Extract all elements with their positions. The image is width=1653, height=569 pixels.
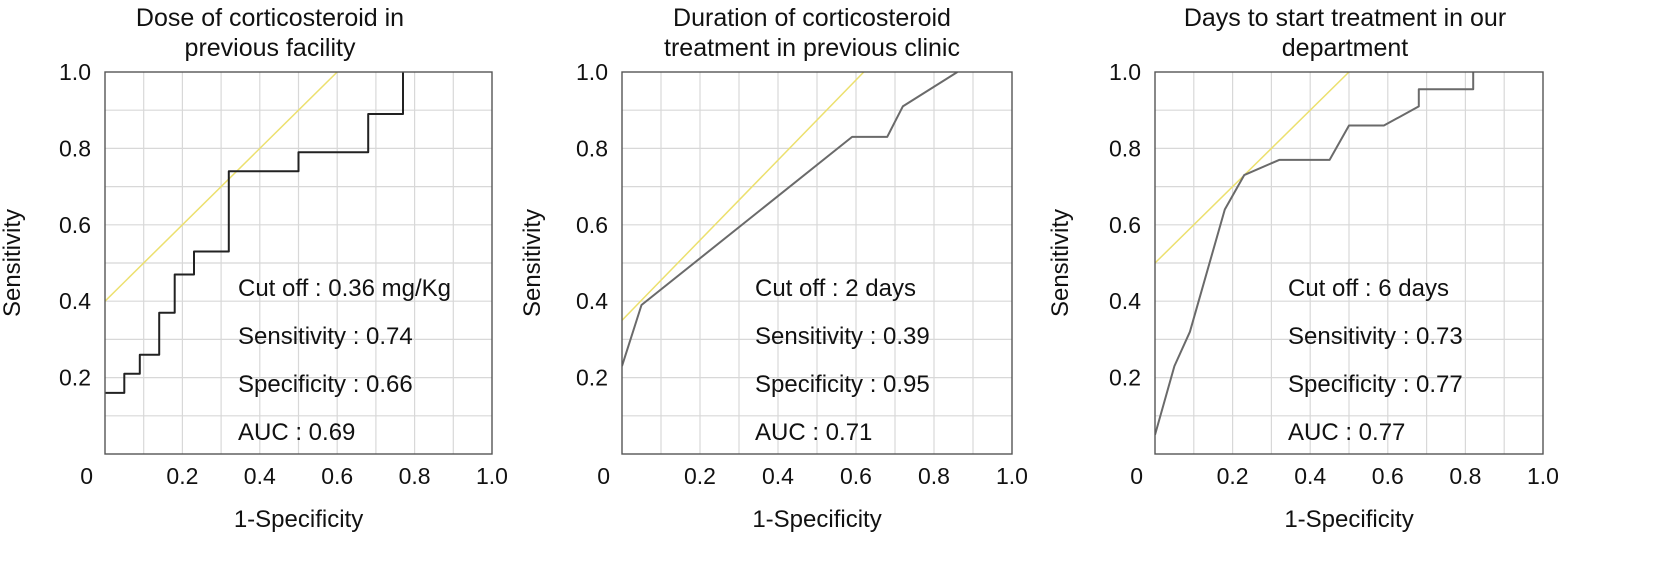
roc-curve (1155, 72, 1475, 436)
annotation-text: Specificity : 0.66 (238, 371, 413, 398)
roc-curve (105, 72, 404, 394)
reference-line (1155, 72, 1350, 264)
annotation-text: Cut off : 2 days (755, 275, 916, 302)
x-tick-label: 0 (1130, 463, 1143, 489)
chart-title-line: treatment in previous clinic (664, 34, 960, 62)
reference-line (105, 72, 338, 302)
x-tick-label: 0.6 (321, 463, 353, 489)
y-tick-label: 0.4 (576, 288, 608, 314)
x-tick-label: 0.8 (918, 463, 950, 489)
x-tick-label: 0.2 (166, 463, 198, 489)
annotation-text: Sensitivity : 0.39 (755, 323, 930, 350)
roc-chart-2: 0.2 0.4 0.6 0.8 1.0 0 0.2 0.4 0.6 0.8 1.0 Duration … (519, 4, 1028, 533)
x-axis-label: 1-Specificity (234, 506, 363, 533)
chart-title-line: department (1282, 34, 1409, 62)
x-tick-label: 0 (597, 463, 610, 489)
y-axis-label: Sensitivity (519, 209, 546, 317)
y-tick-label: 0.2 (576, 365, 608, 391)
x-tick-label: 0.8 (399, 463, 431, 489)
x-axis-label: 1-Specificity (1284, 506, 1413, 533)
y-tick-label: 0.8 (576, 135, 608, 161)
chart-title-line: previous facility (185, 34, 356, 62)
roc-chart-3: 0.2 0.4 0.6 0.8 1.0 0 0.2 0.4 0.6 0.8 1.0 Days to s… (1047, 4, 1559, 533)
x-tick-label: 0.2 (684, 463, 716, 489)
y-axis-label: Sensitivity (1047, 209, 1074, 317)
y-tick-label: 0.4 (1109, 288, 1141, 314)
reference-line (622, 72, 865, 321)
chart-title-line: Duration of corticosteroid (673, 4, 951, 32)
plot-frame (104, 71, 493, 455)
annotation-text: Specificity : 0.95 (755, 371, 930, 398)
annotation-text: Specificity : 0.77 (1288, 371, 1463, 398)
plot-frame (621, 71, 1013, 455)
x-tick-label: 0.6 (1372, 463, 1404, 489)
plot-frame (1154, 71, 1544, 455)
x-tick-label: 0.4 (1294, 463, 1326, 489)
y-tick-label: 0.2 (1109, 365, 1141, 391)
y-tick-label: 0.6 (1109, 212, 1141, 238)
x-tick-label: 0.4 (244, 463, 276, 489)
x-tick-label: 1.0 (1527, 463, 1559, 489)
x-tick-label: 0.8 (1449, 463, 1481, 489)
x-tick-label: 1.0 (996, 463, 1028, 489)
annotation-text: Cut off : 0.36 mg/Kg (238, 275, 451, 302)
x-tick-label: 1.0 (476, 463, 508, 489)
y-tick-label: 0.6 (576, 212, 608, 238)
y-tick-label: 0.2 (59, 365, 91, 391)
y-axis-label: Sensitivity (0, 209, 26, 317)
y-tick-label: 0.6 (59, 212, 91, 238)
roc-chart-1: 0.2 0.4 0.6 0.8 1.0 0 0.2 0.4 0.6 0.8 1.0 Dose of c… (0, 4, 508, 533)
roc-curve (622, 72, 958, 367)
annotation-text: Sensitivity : 0.74 (238, 323, 413, 350)
y-tick-label: 1.0 (576, 59, 608, 85)
annotation-text: Sensitivity : 0.73 (1288, 323, 1463, 350)
y-tick-label: 1.0 (1109, 59, 1141, 85)
annotation-text: AUC : 0.69 (238, 419, 355, 446)
x-tick-label: 0.4 (762, 463, 794, 489)
y-tick-label: 1.0 (59, 59, 91, 85)
x-tick-label: 0.2 (1217, 463, 1249, 489)
annotation-text: AUC : 0.77 (1288, 419, 1405, 446)
annotation-text: AUC : 0.71 (755, 419, 872, 446)
y-tick-label: 0.8 (1109, 135, 1141, 161)
y-tick-label: 0.8 (59, 135, 91, 161)
chart-title-line: Dose of corticosteroid in (136, 4, 404, 32)
chart-title-line: Days to start treatment in our (1184, 4, 1506, 32)
x-axis-label: 1-Specificity (752, 506, 881, 533)
annotation-text: Cut off : 6 days (1288, 275, 1449, 302)
y-tick-label: 0.4 (59, 288, 91, 314)
x-tick-label: 0 (80, 463, 93, 489)
x-tick-label: 0.6 (840, 463, 872, 489)
